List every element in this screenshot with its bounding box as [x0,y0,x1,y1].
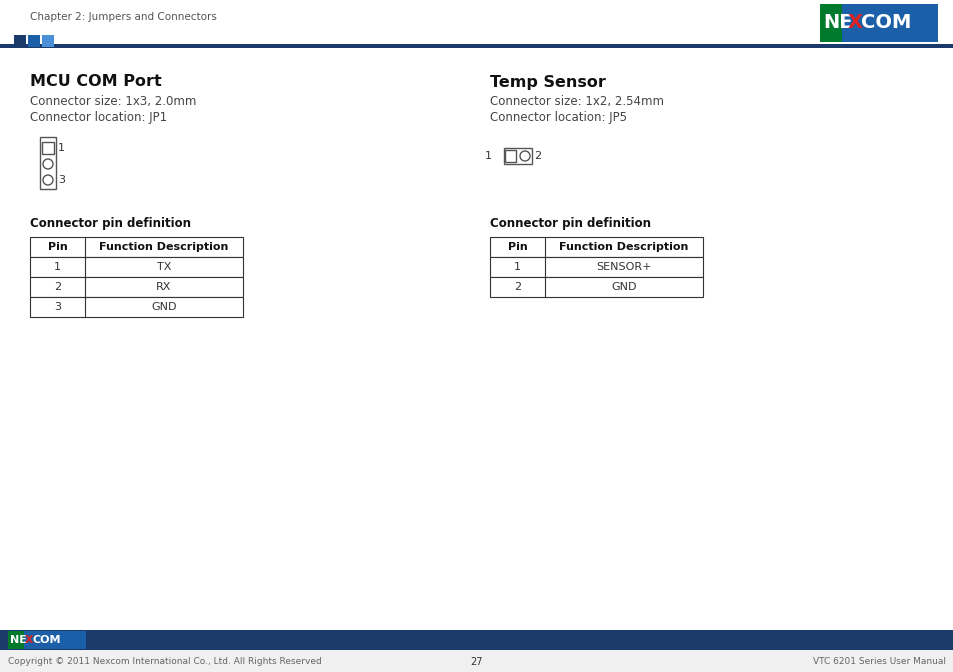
Text: MCU COM Port: MCU COM Port [30,75,162,89]
Bar [14,35,26,47]
Bar [24,631,86,649]
Bar [42,35,54,47]
Text: TX: TX [156,262,171,272]
Bar [503,148,532,164]
Text: NE: NE [822,13,852,32]
Text: 1: 1 [54,262,61,272]
Text: 2: 2 [54,282,61,292]
Text: Function Description: Function Description [558,242,688,252]
Text: GND: GND [611,282,636,292]
Text: 2: 2 [514,282,520,292]
Text: 3: 3 [54,302,61,312]
Text: Connector location: JP5: Connector location: JP5 [490,110,626,124]
Bar [30,237,243,257]
Bar [40,137,56,189]
Text: Connector pin definition: Connector pin definition [30,218,191,230]
Text: Temp Sensor: Temp Sensor [490,75,605,89]
Text: 1: 1 [484,151,492,161]
Text: 1: 1 [514,262,520,272]
Text: 2: 2 [534,151,540,161]
Bar [0,44,953,48]
Circle shape [43,175,53,185]
Text: SENSOR+: SENSOR+ [596,262,651,272]
Text: Pin: Pin [507,242,527,252]
Text: 27: 27 [470,657,483,667]
Text: X: X [847,13,862,32]
Text: COM: COM [861,13,910,32]
Text: Function Description: Function Description [99,242,229,252]
Bar [490,277,702,297]
Bar [30,277,243,297]
Bar [8,631,24,649]
Text: GND: GND [152,302,176,312]
Bar [490,257,702,277]
Bar [0,630,953,672]
Circle shape [43,159,53,169]
Text: 3: 3 [58,175,65,185]
Text: Connector location: JP1: Connector location: JP1 [30,110,167,124]
Text: VTC 6201 Series User Manual: VTC 6201 Series User Manual [812,657,945,667]
Text: COM: COM [33,635,61,645]
Bar [28,35,40,47]
Circle shape [519,151,530,161]
Text: Chapter 2: Jumpers and Connectors: Chapter 2: Jumpers and Connectors [30,12,216,22]
Text: Connector pin definition: Connector pin definition [490,218,650,230]
Bar [820,4,841,42]
Bar [0,630,953,650]
Text: RX: RX [156,282,172,292]
Text: Copyright © 2011 Nexcom International Co., Ltd. All Rights Reserved: Copyright © 2011 Nexcom International Co… [8,657,321,667]
Text: Connector size: 1x2, 2.54mm: Connector size: 1x2, 2.54mm [490,95,663,108]
Bar [504,150,516,162]
Bar [490,237,702,257]
Text: X: X [25,635,33,645]
Bar [42,142,54,154]
Bar [30,257,243,277]
Text: Connector size: 1x3, 2.0mm: Connector size: 1x3, 2.0mm [30,95,196,108]
Bar [841,4,937,42]
Text: 1: 1 [58,143,65,153]
Bar [30,297,243,317]
Text: Pin: Pin [48,242,68,252]
Text: NE: NE [10,635,27,645]
